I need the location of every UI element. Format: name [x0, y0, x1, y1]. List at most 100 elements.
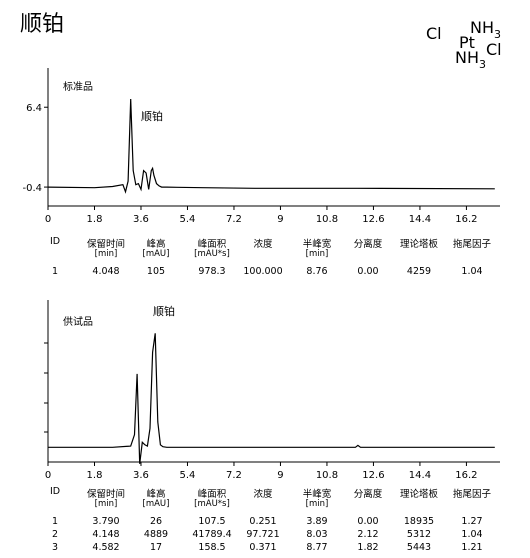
column-header: 峰面积 [mAU*s]	[194, 486, 230, 509]
y-tick-label: -0.4	[22, 183, 42, 194]
page-title: 顺铂	[20, 12, 65, 37]
column-header-name: 保留时间	[86, 489, 126, 500]
column-header: 理论塔板	[400, 236, 438, 250]
column-header: 拖尾因子	[453, 486, 491, 500]
column-header: 浓度	[253, 236, 272, 250]
table-row: 1 3.790 26 107.5 0.251 3.89 0.00 18935 1.27	[0, 516, 530, 528]
column-header-name: 峰高	[146, 489, 166, 500]
table-cell: 4.148	[92, 529, 120, 540]
column-header-name: 浓度	[253, 489, 273, 500]
x-tick-label: 10.8	[316, 214, 338, 225]
column-header: 保留时间 [min]	[87, 236, 125, 259]
sample-results-table: ID 保留时间 [min] 峰高 [mAU] 峰面积 [mAU*s] 浓度 半峰宽 [min] 分离…	[0, 486, 530, 556]
column-header: 分离度	[354, 236, 383, 250]
table-cell: 4.582	[92, 542, 120, 553]
column-header-unit: [mAU*s]	[194, 249, 230, 259]
table-cell: 107.5	[198, 516, 226, 527]
x-tick-label: 1.8	[87, 470, 103, 481]
table-cell: 4.048	[92, 266, 120, 277]
x-tick-label: 10.8	[316, 470, 338, 481]
x-tick-label: 14.4	[409, 470, 431, 481]
column-header: 保留时间 [min]	[87, 486, 125, 509]
table-cell: 158.5	[198, 542, 226, 553]
x-tick-label: 7.2	[226, 214, 242, 225]
column-header: 半峰宽 [min]	[303, 486, 332, 509]
table-row: 2 4.148 4889 41789.4 97.721 8.03 2.12 5312 1.04	[0, 529, 530, 541]
x-tick-label: 3.6	[133, 470, 149, 481]
peak-annotation: 顺铂	[153, 304, 175, 318]
table-cell: 97.721	[246, 529, 280, 540]
table-cell: 0.251	[249, 516, 277, 527]
table-cell: 18935	[403, 516, 435, 527]
chromatogram-trace	[47, 98, 495, 194]
column-header: 峰高 [mAU]	[143, 486, 170, 509]
table-cell: 4889	[143, 529, 169, 540]
column-header: 峰面积 [mAU*s]	[194, 236, 230, 259]
x-tick-label: 12.6	[362, 214, 384, 225]
column-header: 理论塔板	[400, 486, 438, 500]
table-row: 3 4.582 17 158.5 0.371 8.77 1.82 5443 1.21	[0, 542, 530, 554]
x-tick-label: 16.2	[455, 470, 477, 481]
peak-annotation: 顺铂	[141, 109, 163, 123]
table-cell: 1.21	[461, 542, 483, 553]
table-cell: 8.77	[306, 542, 328, 553]
column-header-name: ID	[49, 236, 61, 247]
column-header-name: 分离度	[353, 239, 383, 250]
table-cell: 8.76	[306, 266, 328, 277]
table-header-row: ID 保留时间 [min] 峰高 [mAU] 峰面积 [mAU*s] 浓度 半峰宽 [min] 分离…	[0, 486, 530, 509]
x-tick-label: 3.6	[133, 214, 149, 225]
table-cell: 1.27	[461, 516, 483, 527]
x-tick-label: 5.4	[180, 470, 196, 481]
table-cell: 3.89	[306, 516, 328, 527]
table-cell: 2.12	[357, 529, 379, 540]
column-header-unit: [mAU]	[142, 499, 170, 509]
table-cell: 5443	[406, 542, 432, 553]
table-cell: 3.790	[92, 516, 120, 527]
column-header-unit: [min]	[305, 499, 329, 509]
table-header-row: ID 保留时间 [min] 峰高 [mAU] 峰面积 [mAU*s] 浓度 半峰宽 [min] 分离…	[0, 236, 530, 259]
x-tick-label: 0	[45, 470, 51, 481]
column-header: 峰高 [mAU]	[143, 236, 170, 259]
table-cell: 26	[149, 516, 163, 527]
column-header-unit: [mAU*s]	[194, 499, 230, 509]
column-header-name: 半峰宽	[302, 489, 332, 500]
column-header-unit: [min]	[305, 249, 329, 259]
table-cell: 1.04	[461, 266, 483, 277]
column-header-name: ID	[49, 486, 61, 497]
x-tick-label: 1.8	[87, 214, 103, 225]
table-cell: 2	[51, 529, 59, 540]
column-header-name: 理论塔板	[399, 489, 439, 500]
table-cell: 1.04	[461, 529, 483, 540]
table-cell: 1.82	[357, 542, 379, 553]
chromatogram-trace	[48, 333, 495, 464]
column-header-name: 浓度	[253, 239, 273, 250]
panel-label: 供试品	[63, 315, 93, 328]
table-cell: 1	[51, 516, 59, 527]
standard-chromatogram: 0 1.8 3.6 5.4 7.2 9 10.8 12.6 14.4 16.2 6.4 -0.4 标准品…	[22, 68, 500, 225]
table-cell: 0.371	[249, 542, 277, 553]
table-cell: 978.3	[198, 266, 226, 277]
column-header: 拖尾因子	[453, 236, 491, 250]
table-cell: 3	[51, 542, 59, 553]
column-header-name: 半峰宽	[302, 239, 332, 250]
x-tick-label: 9	[277, 214, 283, 225]
column-header-name: 保留时间	[86, 239, 126, 250]
column-header: 半峰宽 [min]	[303, 236, 332, 259]
table-row: 1 4.048 105 978.3 100.000 8.76 0.00 4259 1.04	[0, 266, 530, 278]
table-cell: 105	[146, 266, 166, 277]
column-header-unit: [min]	[94, 499, 118, 509]
column-header-name: 分离度	[353, 489, 383, 500]
table-cell: 8.03	[306, 529, 328, 540]
column-header-name: 峰高	[146, 239, 166, 250]
standard-results-table: ID 保留时间 [min] 峰高 [mAU] 峰面积 [mAU*s] 浓度 半峰宽 [min] 分离…	[0, 236, 530, 278]
x-tick-label: 16.2	[455, 214, 477, 225]
table-cell: 41789.4	[192, 529, 232, 540]
table-cell: 100.000	[243, 266, 283, 277]
x-tick-label: 14.4	[409, 214, 431, 225]
panel-label: 标准品	[63, 81, 93, 93]
column-header-name: 峰面积	[197, 239, 227, 250]
table-cell: 0.00	[357, 516, 379, 527]
column-header-name: 拖尾因子	[452, 489, 492, 500]
y-tick-label: 6.4	[26, 103, 42, 114]
